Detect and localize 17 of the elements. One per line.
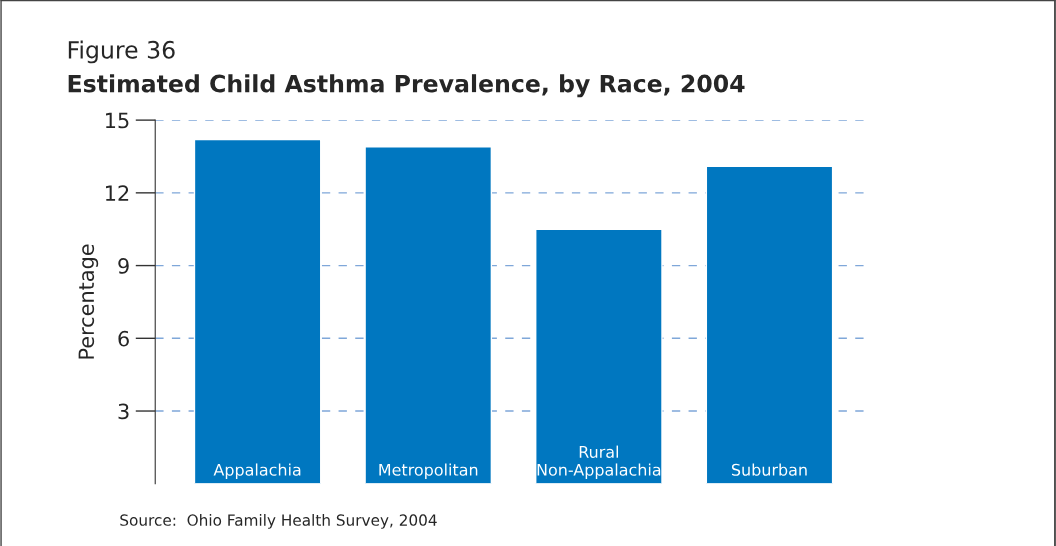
bar	[364, 146, 493, 484]
chart-title: Figure 36	[68, 40, 175, 64]
x-tick-label: Suburban	[731, 463, 807, 476]
bar	[705, 165, 834, 484]
y-tick-label: 6	[118, 330, 129, 347]
y-tick-label: 12	[106, 185, 129, 201]
bar	[535, 228, 663, 484]
y-tick-label: 15	[106, 112, 129, 129]
x-tick-label: Appalachia	[213, 463, 301, 479]
y-tick-label: 3	[118, 403, 129, 420]
x-tick-label: Metropolitan	[379, 463, 478, 479]
source-note: Source: Ohio Family Health Survey, 2004	[120, 514, 437, 529]
bar	[193, 138, 322, 484]
chart-subtitle: Estimated Child Asthma Prevalence, by Race, 2004	[68, 74, 745, 98]
y-axis-title: Percentage	[78, 244, 99, 359]
y-tick-label: 9	[118, 258, 129, 274]
x-tick-label: Rural Non-Appalachia	[537, 445, 661, 479]
